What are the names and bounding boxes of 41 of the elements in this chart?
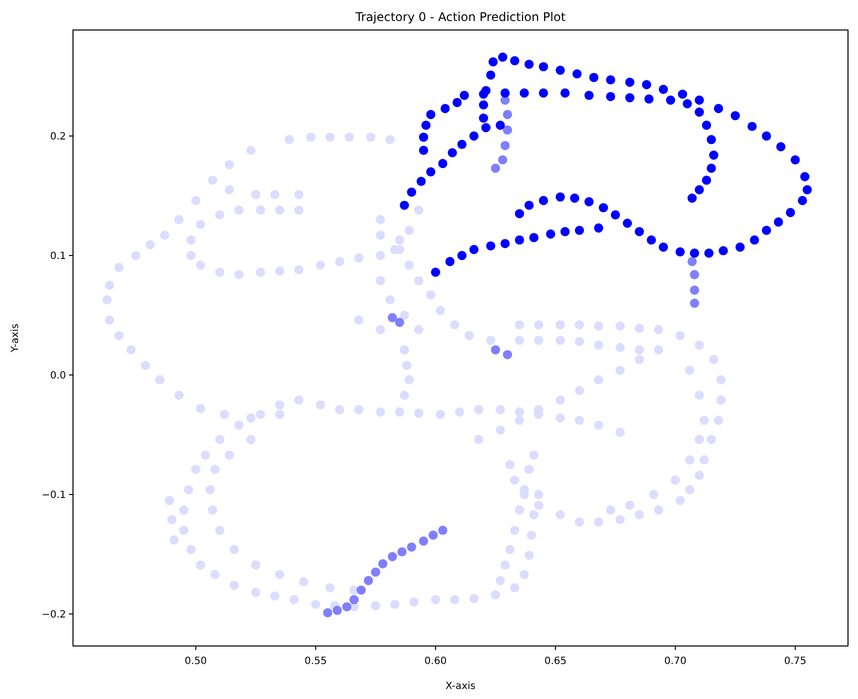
point [342, 602, 352, 612]
point [490, 345, 500, 354]
point [388, 313, 397, 322]
x-tick-label: 0.50 [184, 656, 207, 667]
point [502, 125, 512, 135]
point [356, 585, 366, 595]
point [502, 110, 512, 120]
point [364, 576, 374, 586]
x-tick-label: 0.70 [664, 656, 686, 667]
point [323, 608, 332, 618]
point [349, 595, 359, 604]
point [500, 140, 510, 150]
x-tick-label: 0.60 [424, 656, 447, 667]
y-tick-label: −0.2 [42, 609, 66, 620]
point [394, 318, 404, 327]
x-tick-label: 0.65 [544, 656, 567, 667]
point [371, 568, 380, 577]
y-axis-title: Y-axis [10, 324, 21, 354]
point [690, 286, 700, 295]
y-tick-label: 0.0 [50, 370, 66, 382]
point [428, 530, 438, 540]
point [688, 256, 697, 266]
point [332, 606, 342, 615]
point [418, 536, 428, 546]
x-tick-label: 0.55 [304, 656, 327, 667]
y-tick-label: 0.2 [50, 131, 66, 142]
point [397, 547, 407, 556]
point [690, 270, 700, 280]
point [378, 559, 388, 568]
point [490, 164, 500, 173]
x-tick-label: 0.75 [784, 656, 806, 667]
point [498, 155, 508, 164]
point [502, 350, 512, 360]
point [406, 542, 416, 552]
y-tick-label: 0.1 [50, 250, 66, 262]
point [438, 526, 448, 535]
chart-title: Trajectory 0 - Action Prediction Plot [354, 10, 566, 24]
y-tick-label: −0.1 [42, 490, 66, 501]
point [388, 552, 397, 562]
x-axis-title: X-axis [446, 681, 476, 692]
point [690, 298, 700, 308]
